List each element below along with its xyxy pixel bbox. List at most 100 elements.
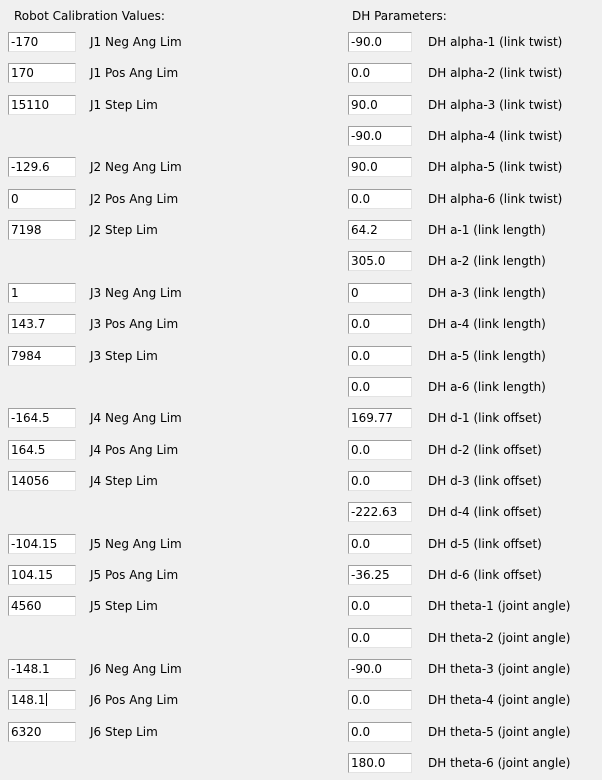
dh-theta-2-joint-angle-input[interactable]: 0.0 xyxy=(348,628,412,648)
dh-d-1-link-offset-label: DH d-1 (link offset) xyxy=(428,411,542,425)
j1-neg-ang-lim-value: -170 xyxy=(11,35,39,49)
j2-step-lim-value: 7198 xyxy=(11,223,42,237)
j3-pos-ang-lim-input[interactable]: 143.7 xyxy=(8,314,76,334)
j6-pos-ang-lim-label: J6 Pos Ang Lim xyxy=(90,693,179,707)
dh-alpha-6-link-twist-input[interactable]: 0.0 xyxy=(348,189,412,209)
dh-a-6-link-length-input[interactable]: 0.0 xyxy=(348,377,412,397)
dh-theta-4-joint-angle-input[interactable]: 0.0 xyxy=(348,690,412,710)
dh-alpha-3-link-twist-label: DH alpha-3 (link twist) xyxy=(428,98,563,112)
j3-step-lim-value: 7984 xyxy=(11,349,42,363)
dh-d-1-link-offset-input[interactable]: 169.77 xyxy=(348,408,412,428)
j4-neg-ang-lim-label: J4 Neg Ang Lim xyxy=(90,411,182,425)
j1-pos-ang-lim-value: 170 xyxy=(11,66,34,80)
dh-d-5-link-offset-input[interactable]: 0.0 xyxy=(348,534,412,554)
j2-pos-ang-lim-input[interactable]: 0 xyxy=(8,189,76,209)
j6-pos-ang-lim-input[interactable]: 148.1 xyxy=(8,690,76,710)
dh-alpha-5-link-twist-label: DH alpha-5 (link twist) xyxy=(428,160,563,174)
dh-a-2-link-length-label: DH a-2 (link length) xyxy=(428,254,546,268)
dh-a-1-link-length-value: 64.2 xyxy=(351,223,378,237)
dh-alpha-6-link-twist-label: DH alpha-6 (link twist) xyxy=(428,192,563,206)
dh-theta-6-joint-angle-value: 180.0 xyxy=(351,756,386,770)
j2-step-lim-input[interactable]: 7198 xyxy=(8,220,76,240)
dh-a-4-link-length-input[interactable]: 0.0 xyxy=(348,314,412,334)
j5-pos-ang-lim-input[interactable]: 104.15 xyxy=(8,565,76,585)
j1-neg-ang-lim-label: J1 Neg Ang Lim xyxy=(90,35,182,49)
j4-neg-ang-lim-value: -164.5 xyxy=(11,411,50,425)
j2-neg-ang-lim-label: J2 Neg Ang Lim xyxy=(90,160,182,174)
j6-step-lim-value: 6320 xyxy=(11,725,42,739)
dh-a-6-link-length-value: 0.0 xyxy=(351,380,371,394)
j6-neg-ang-lim-value: -148.1 xyxy=(11,662,50,676)
j1-neg-ang-lim-input[interactable]: -170 xyxy=(8,32,76,52)
j1-pos-ang-lim-label: J1 Pos Ang Lim xyxy=(90,66,179,80)
j2-pos-ang-lim-value: 0 xyxy=(11,192,19,206)
dh-alpha-1-link-twist-input[interactable]: -90.0 xyxy=(348,32,412,52)
j1-step-lim-input[interactable]: 15110 xyxy=(8,95,76,115)
j5-step-lim-value: 4560 xyxy=(11,599,42,613)
j4-pos-ang-lim-label: J4 Pos Ang Lim xyxy=(90,443,179,457)
j1-pos-ang-lim-input[interactable]: 170 xyxy=(8,63,76,83)
dh-d-4-link-offset-value: -222.63 xyxy=(351,505,398,519)
j3-step-lim-label: J3 Step Lim xyxy=(90,349,158,363)
dh-theta-4-joint-angle-label: DH theta-4 (joint angle) xyxy=(428,693,571,707)
dh-alpha-4-link-twist-value: -90.0 xyxy=(351,129,383,143)
dh-d-4-link-offset-input[interactable]: -222.63 xyxy=(348,502,412,522)
dh-theta-1-joint-angle-input[interactable]: 0.0 xyxy=(348,596,412,616)
j2-neg-ang-lim-input[interactable]: -129.6 xyxy=(8,157,76,177)
dh-theta-3-joint-angle-label: DH theta-3 (joint angle) xyxy=(428,662,571,676)
dh-theta-5-joint-angle-input[interactable]: 0.0 xyxy=(348,722,412,742)
j4-step-lim-input[interactable]: 14056 xyxy=(8,471,76,491)
dh-a-3-link-length-value: 0 xyxy=(351,286,359,300)
dh-a-4-link-length-value: 0.0 xyxy=(351,317,371,331)
text-cursor xyxy=(46,693,48,706)
dh-a-2-link-length-input[interactable]: 305.0 xyxy=(348,251,412,271)
dh-a-1-link-length-input[interactable]: 64.2 xyxy=(348,220,412,240)
dh-alpha-5-link-twist-input[interactable]: 90.0 xyxy=(348,157,412,177)
j4-pos-ang-lim-input[interactable]: 164.5 xyxy=(8,440,76,460)
dh-d-2-link-offset-input[interactable]: 0.0 xyxy=(348,440,412,460)
j4-neg-ang-lim-input[interactable]: -164.5 xyxy=(8,408,76,428)
dh-a-4-link-length-label: DH a-4 (link length) xyxy=(428,317,546,331)
j6-neg-ang-lim-label: J6 Neg Ang Lim xyxy=(90,662,182,676)
dh-theta-6-joint-angle-label: DH theta-6 (joint angle) xyxy=(428,756,571,770)
dh-theta-1-joint-angle-label: DH theta-1 (joint angle) xyxy=(428,599,571,613)
j5-neg-ang-lim-label: J5 Neg Ang Lim xyxy=(90,537,182,551)
dh-a-2-link-length-value: 305.0 xyxy=(351,254,386,268)
dh-d-3-link-offset-input[interactable]: 0.0 xyxy=(348,471,412,491)
dh-d-4-link-offset-label: DH d-4 (link offset) xyxy=(428,505,542,519)
j4-pos-ang-lim-value: 164.5 xyxy=(11,443,46,457)
dh-d-2-link-offset-value: 0.0 xyxy=(351,443,371,457)
dh-a-5-link-length-input[interactable]: 0.0 xyxy=(348,346,412,366)
j6-neg-ang-lim-input[interactable]: -148.1 xyxy=(8,659,76,679)
dh-alpha-3-link-twist-value: 90.0 xyxy=(351,98,378,112)
j6-step-lim-label: J6 Step Lim xyxy=(90,725,158,739)
dh-a-3-link-length-input[interactable]: 0 xyxy=(348,283,412,303)
dh-alpha-4-link-twist-input[interactable]: -90.0 xyxy=(348,126,412,146)
dh-d-6-link-offset-value: -36.25 xyxy=(351,568,390,582)
j6-step-lim-input[interactable]: 6320 xyxy=(8,722,76,742)
j4-step-lim-value: 14056 xyxy=(11,474,50,488)
dh-theta-2-joint-angle-value: 0.0 xyxy=(351,631,371,645)
dh-d-3-link-offset-label: DH d-3 (link offset) xyxy=(428,474,542,488)
dh-theta-6-joint-angle-input[interactable]: 180.0 xyxy=(348,753,412,773)
j3-neg-ang-lim-input[interactable]: 1 xyxy=(8,283,76,303)
dh-a-3-link-length-label: DH a-3 (link length) xyxy=(428,286,546,300)
dh-alpha-1-link-twist-label: DH alpha-1 (link twist) xyxy=(428,35,563,49)
dh-a-5-link-length-label: DH a-5 (link length) xyxy=(428,349,546,363)
dh-d-6-link-offset-input[interactable]: -36.25 xyxy=(348,565,412,585)
dh-d-5-link-offset-label: DH d-5 (link offset) xyxy=(428,537,542,551)
dh-theta-3-joint-angle-input[interactable]: -90.0 xyxy=(348,659,412,679)
j3-step-lim-input[interactable]: 7984 xyxy=(8,346,76,366)
dh-theta-3-joint-angle-value: -90.0 xyxy=(351,662,383,676)
j2-pos-ang-lim-label: J2 Pos Ang Lim xyxy=(90,192,179,206)
j5-step-lim-input[interactable]: 4560 xyxy=(8,596,76,616)
dh-alpha-2-link-twist-input[interactable]: 0.0 xyxy=(348,63,412,83)
j1-step-lim-label: J1 Step Lim xyxy=(90,98,158,112)
dh-alpha-3-link-twist-input[interactable]: 90.0 xyxy=(348,95,412,115)
j5-neg-ang-lim-input[interactable]: -104.15 xyxy=(8,534,76,554)
dh-d-6-link-offset-label: DH d-6 (link offset) xyxy=(428,568,542,582)
dh-alpha-2-link-twist-value: 0.0 xyxy=(351,66,371,80)
j6-pos-ang-lim-value: 148.1 xyxy=(11,693,46,707)
dh-d-2-link-offset-label: DH d-2 (link offset) xyxy=(428,443,542,457)
j3-pos-ang-lim-label: J3 Pos Ang Lim xyxy=(90,317,179,331)
